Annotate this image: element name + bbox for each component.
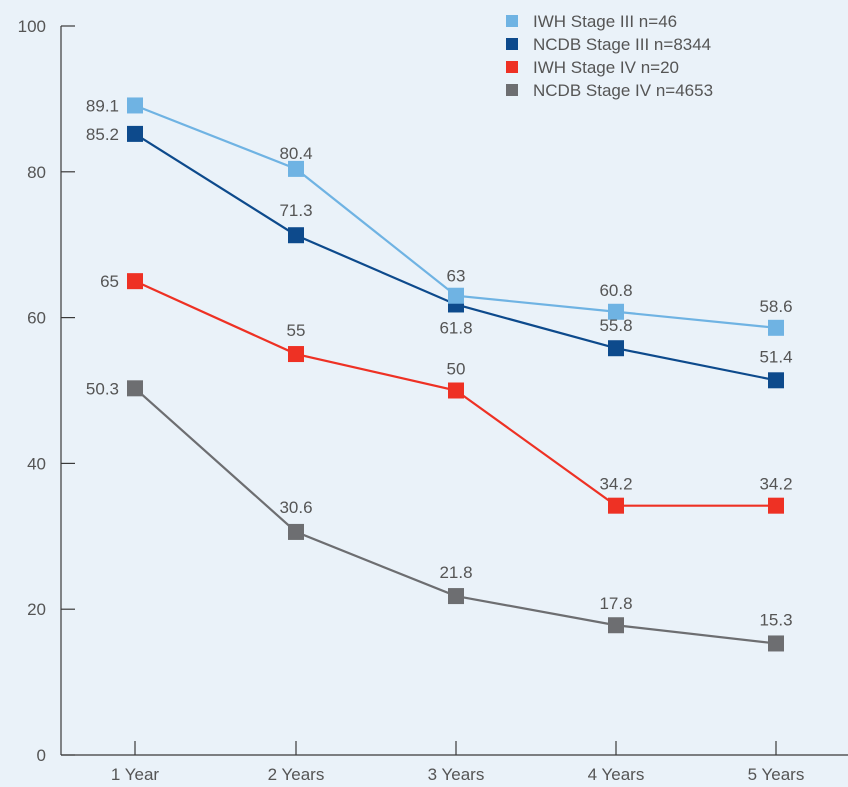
data-labels: 89.1 80.4 63 60.8 58.6 85.2 71.3 61.8 55.8 51.4 65… (86, 96, 793, 629)
legend-marker (506, 15, 518, 27)
data-point-marker (768, 319, 784, 336)
data-label: 34.2 (759, 475, 792, 494)
data-label: 61.8 (439, 318, 472, 337)
x-tick-label: 2 Years (268, 765, 325, 784)
data-label: 17.8 (599, 594, 632, 613)
data-point-marker (127, 380, 143, 397)
y-tick-label: 80 (27, 163, 46, 182)
legend-marker (506, 38, 518, 50)
data-point-marker (448, 382, 464, 399)
data-label: 55.8 (599, 316, 632, 335)
x-tick-label: 3 Years (428, 765, 485, 784)
legend-label: IWH Stage III n=46 (533, 12, 677, 31)
data-label: 15.3 (759, 610, 792, 629)
data-point-marker (288, 160, 304, 177)
data-label: 65 (100, 272, 119, 291)
axes: 0 20 40 60 80 100 1 Year 2 Years 3 Years 4 Years 5… (18, 17, 848, 784)
x-tick-label: 5 Years (748, 765, 805, 784)
y-tick-label: 60 (27, 309, 46, 328)
data-point-marker (448, 287, 464, 304)
data-point-marker (768, 497, 784, 514)
legend-label: IWH Stage IV n=20 (533, 58, 679, 77)
data-point-marker (768, 372, 784, 389)
data-point-marker (127, 125, 143, 142)
series-line (134, 387, 777, 645)
x-tick-label: 4 Years (588, 765, 645, 784)
series-line (134, 132, 777, 382)
data-label: 89.1 (86, 96, 119, 115)
legend-marker (506, 84, 518, 96)
data-label: 50 (447, 360, 466, 379)
data-label: 85.2 (86, 125, 119, 144)
data-point-marker (288, 523, 304, 540)
series-layer (127, 97, 784, 652)
data-label: 58.6 (759, 297, 792, 316)
data-label: 34.2 (599, 475, 632, 494)
y-tick-label: 0 (37, 746, 46, 765)
data-label: 60.8 (599, 281, 632, 300)
data-point-marker (127, 97, 143, 114)
data-point-marker (608, 497, 624, 514)
data-label: 63 (447, 267, 466, 286)
data-point-marker (448, 588, 464, 605)
legend-marker (506, 61, 518, 73)
data-point-marker (288, 227, 304, 244)
legend-label: NCDB Stage III n=8344 (533, 35, 711, 54)
data-label: 71.3 (279, 201, 312, 220)
data-label: 55 (287, 321, 306, 340)
data-point-marker (768, 635, 784, 652)
data-point-marker (288, 346, 304, 363)
legend-label: NCDB Stage IV n=4653 (533, 81, 713, 100)
y-tick-label: 20 (27, 600, 46, 619)
data-point-marker (608, 340, 624, 357)
x-tick-label: 1 Year (111, 765, 160, 784)
data-label: 21.8 (439, 563, 472, 582)
data-point-marker (608, 303, 624, 320)
data-label: 30.6 (279, 498, 312, 517)
data-label: 80.4 (279, 144, 312, 163)
y-tick-label: 40 (27, 454, 46, 473)
y-tick-label: 100 (18, 17, 46, 36)
data-point-marker (608, 617, 624, 634)
legend: IWH Stage III n=46 NCDB Stage III n=8344 I… (506, 12, 713, 100)
data-label: 51.4 (759, 347, 792, 366)
data-point-marker (127, 273, 143, 290)
data-label: 50.3 (86, 379, 119, 398)
